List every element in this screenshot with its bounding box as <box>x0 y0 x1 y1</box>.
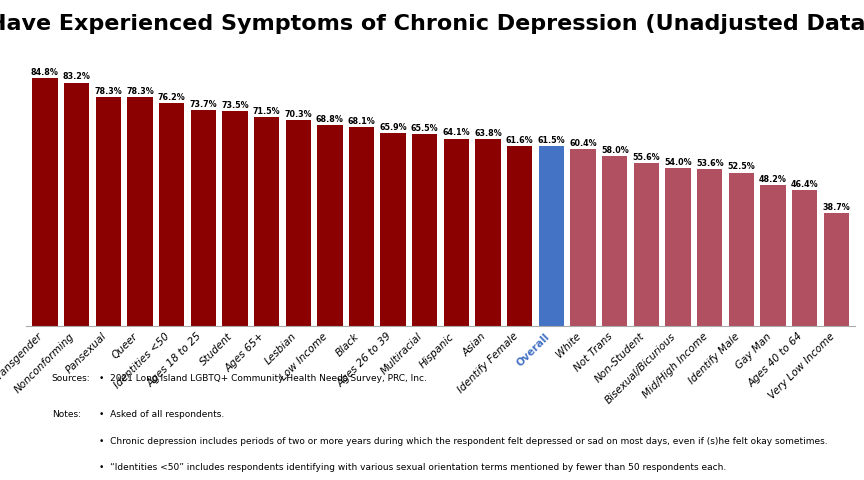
Bar <box>159 103 184 326</box>
Text: 61.6%: 61.6% <box>506 136 534 144</box>
Text: 73.7%: 73.7% <box>189 100 217 109</box>
Text: 65.9%: 65.9% <box>379 123 407 132</box>
Text: 71.5%: 71.5% <box>252 107 280 116</box>
Text: 78.3%: 78.3% <box>126 87 154 96</box>
Bar <box>634 164 659 326</box>
Text: 64.1%: 64.1% <box>442 128 470 137</box>
Text: 52.5%: 52.5% <box>727 162 755 171</box>
Text: Sources:: Sources: <box>52 374 91 384</box>
Text: Notes:: Notes: <box>52 410 81 420</box>
Bar <box>254 117 279 326</box>
Text: 73.5%: 73.5% <box>221 101 249 110</box>
Bar <box>475 139 501 326</box>
Bar <box>317 125 342 326</box>
Text: 58.0%: 58.0% <box>600 146 629 155</box>
Text: 70.3%: 70.3% <box>284 110 312 119</box>
Bar <box>64 83 89 326</box>
Bar <box>697 169 722 326</box>
Bar <box>760 185 785 326</box>
Bar <box>728 172 754 326</box>
Text: 48.2%: 48.2% <box>759 175 787 184</box>
Text: Have Experienced Symptoms of Chronic Depression (Unadjusted Data): Have Experienced Symptoms of Chronic Dep… <box>0 14 864 35</box>
Text: 76.2%: 76.2% <box>157 93 186 102</box>
Bar <box>380 133 406 326</box>
Text: 60.4%: 60.4% <box>569 139 597 148</box>
Text: •  Chronic depression includes periods of two or more years during which the res: • Chronic depression includes periods of… <box>99 437 828 446</box>
Bar <box>570 149 596 326</box>
Bar <box>285 120 311 326</box>
Text: 46.4%: 46.4% <box>791 180 818 189</box>
Bar <box>191 110 216 326</box>
Bar <box>792 191 817 326</box>
Text: 61.5%: 61.5% <box>537 136 565 145</box>
Bar <box>444 139 469 326</box>
Text: 53.6%: 53.6% <box>696 159 723 168</box>
Text: •  “Identities <50” includes respondents identifying with various sexual orienta: • “Identities <50” includes respondents … <box>99 463 727 472</box>
Text: 84.8%: 84.8% <box>31 68 59 77</box>
Bar <box>127 97 153 326</box>
Text: •  2021 Long Island LGBTQ+ Community Health Needs Survey, PRC, Inc.: • 2021 Long Island LGBTQ+ Community Heal… <box>99 374 427 384</box>
Bar <box>349 127 374 326</box>
Bar <box>602 156 627 326</box>
Bar <box>412 134 437 326</box>
Text: 65.5%: 65.5% <box>411 124 439 133</box>
Bar <box>539 146 564 326</box>
Bar <box>222 111 247 326</box>
Text: 68.8%: 68.8% <box>316 115 344 124</box>
Text: 54.0%: 54.0% <box>664 158 692 167</box>
Bar <box>32 78 58 326</box>
Bar <box>96 97 121 326</box>
Bar <box>665 168 690 326</box>
Text: 55.6%: 55.6% <box>632 153 660 162</box>
Text: 68.1%: 68.1% <box>347 117 375 126</box>
Text: 78.3%: 78.3% <box>94 87 122 96</box>
Bar <box>507 146 532 326</box>
Text: 83.2%: 83.2% <box>62 72 91 82</box>
Text: 63.8%: 63.8% <box>474 129 502 138</box>
Text: •  Asked of all respondents.: • Asked of all respondents. <box>99 410 225 420</box>
Bar <box>823 213 849 326</box>
Text: 38.7%: 38.7% <box>823 203 850 212</box>
